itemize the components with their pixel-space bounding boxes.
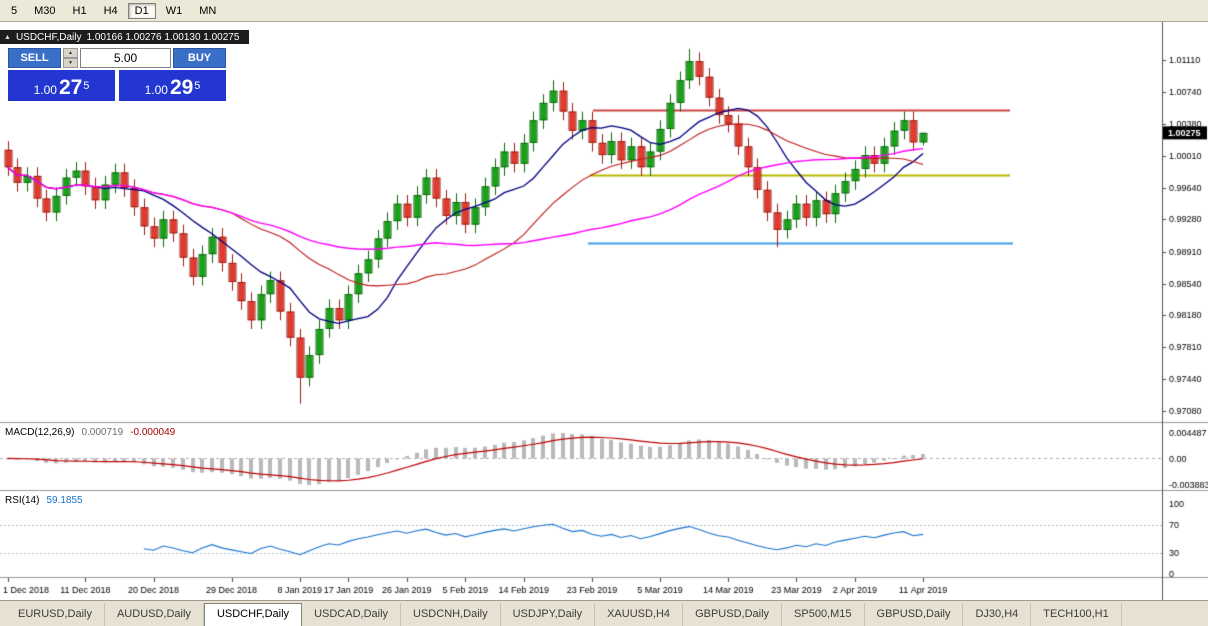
ask-pips: 29: [169, 76, 194, 99]
timeframe-toolbar: 5 M30 H1 H4 D1 W1 MN: [0, 0, 1208, 22]
volume-up-arrow-icon[interactable]: ▲: [63, 48, 78, 58]
chart-tab[interactable]: USDCHF,Daily: [203, 603, 303, 626]
chart-tab[interactable]: GBPUSD,Daily: [683, 603, 783, 626]
timeframe-button-h4[interactable]: H4: [103, 4, 118, 17]
chart-tab[interactable]: SP500,M15: [782, 603, 865, 626]
chart-tab[interactable]: USDCNH,Daily: [401, 603, 501, 626]
volume-down-arrow-icon[interactable]: ▼: [63, 58, 78, 68]
buy-button[interactable]: BUY: [173, 48, 226, 68]
timeframe-button-h1[interactable]: H1: [72, 4, 87, 17]
ask-point: 5: [194, 79, 201, 92]
macd-indicator-header: MACD(12,26,9) 0.000719 -0.000049: [5, 427, 175, 438]
ohlc-values: 1.00166 1.00276 1.00130 1.00275: [86, 31, 240, 43]
bid-pips: 27: [58, 76, 83, 99]
symbol-label: USDCHF,Daily: [15, 31, 82, 43]
chart-tab[interactable]: AUDUSD,Daily: [105, 603, 204, 626]
price-chart-canvas[interactable]: [0, 22, 1208, 600]
volume-input[interactable]: [80, 48, 171, 68]
chart-tab[interactable]: USDCAD,Daily: [302, 603, 402, 626]
macd-main-value: 0.000719: [81, 427, 124, 438]
sell-price-display[interactable]: 1.00 27 5: [8, 70, 115, 101]
chart-tab[interactable]: TECH100,H1: [1031, 603, 1122, 626]
rsi-indicator-header: RSI(14) 59.1855: [5, 495, 83, 506]
rsi-value: 59.1855: [46, 495, 83, 506]
timeframe-button-w1[interactable]: W1: [165, 4, 183, 17]
sell-button[interactable]: SELL: [8, 48, 61, 68]
ask-prefix: 1.00: [144, 82, 168, 97]
timeframe-button-d1[interactable]: D1: [127, 2, 156, 19]
chart-window: ▲ USDCHF,Daily 1.00166 1.00276 1.00130 1…: [0, 22, 1208, 600]
macd-signal-value: -0.000049: [130, 427, 176, 438]
timeframe-button-5[interactable]: 5: [11, 4, 18, 17]
rsi-label: RSI(14): [5, 495, 40, 506]
chart-symbol-header: ▲ USDCHF,Daily 1.00166 1.00276 1.00130 1…: [0, 30, 250, 44]
bid-point: 5: [83, 79, 90, 92]
one-click-trading-panel: SELL ▲ ▼ BUY 1.00 27 5 1.00 29 5: [8, 48, 228, 101]
buy-price-display[interactable]: 1.00 29 5: [119, 70, 226, 101]
collapse-triangle-icon[interactable]: ▲: [4, 33, 11, 41]
macd-label: MACD(12,26,9): [5, 427, 75, 438]
chart-tab[interactable]: GBPUSD,Daily: [865, 603, 964, 626]
timeframe-button-mn[interactable]: MN: [199, 4, 217, 17]
chart-tabs-bar: EURUSD,Daily AUDUSD,Daily USDCHF,Daily USDC…: [0, 600, 1208, 626]
volume-stepper: ▲ ▼: [63, 48, 78, 68]
chart-tab[interactable]: USDJPY,Daily: [501, 603, 596, 626]
chart-tab[interactable]: XAUUSD,H4: [595, 603, 684, 626]
chart-tab[interactable]: DJ30,H4: [963, 603, 1032, 626]
timeframe-button-m30[interactable]: M30: [34, 4, 56, 17]
chart-tab[interactable]: EURUSD,Daily: [6, 603, 105, 626]
bid-prefix: 1.00: [33, 82, 57, 97]
